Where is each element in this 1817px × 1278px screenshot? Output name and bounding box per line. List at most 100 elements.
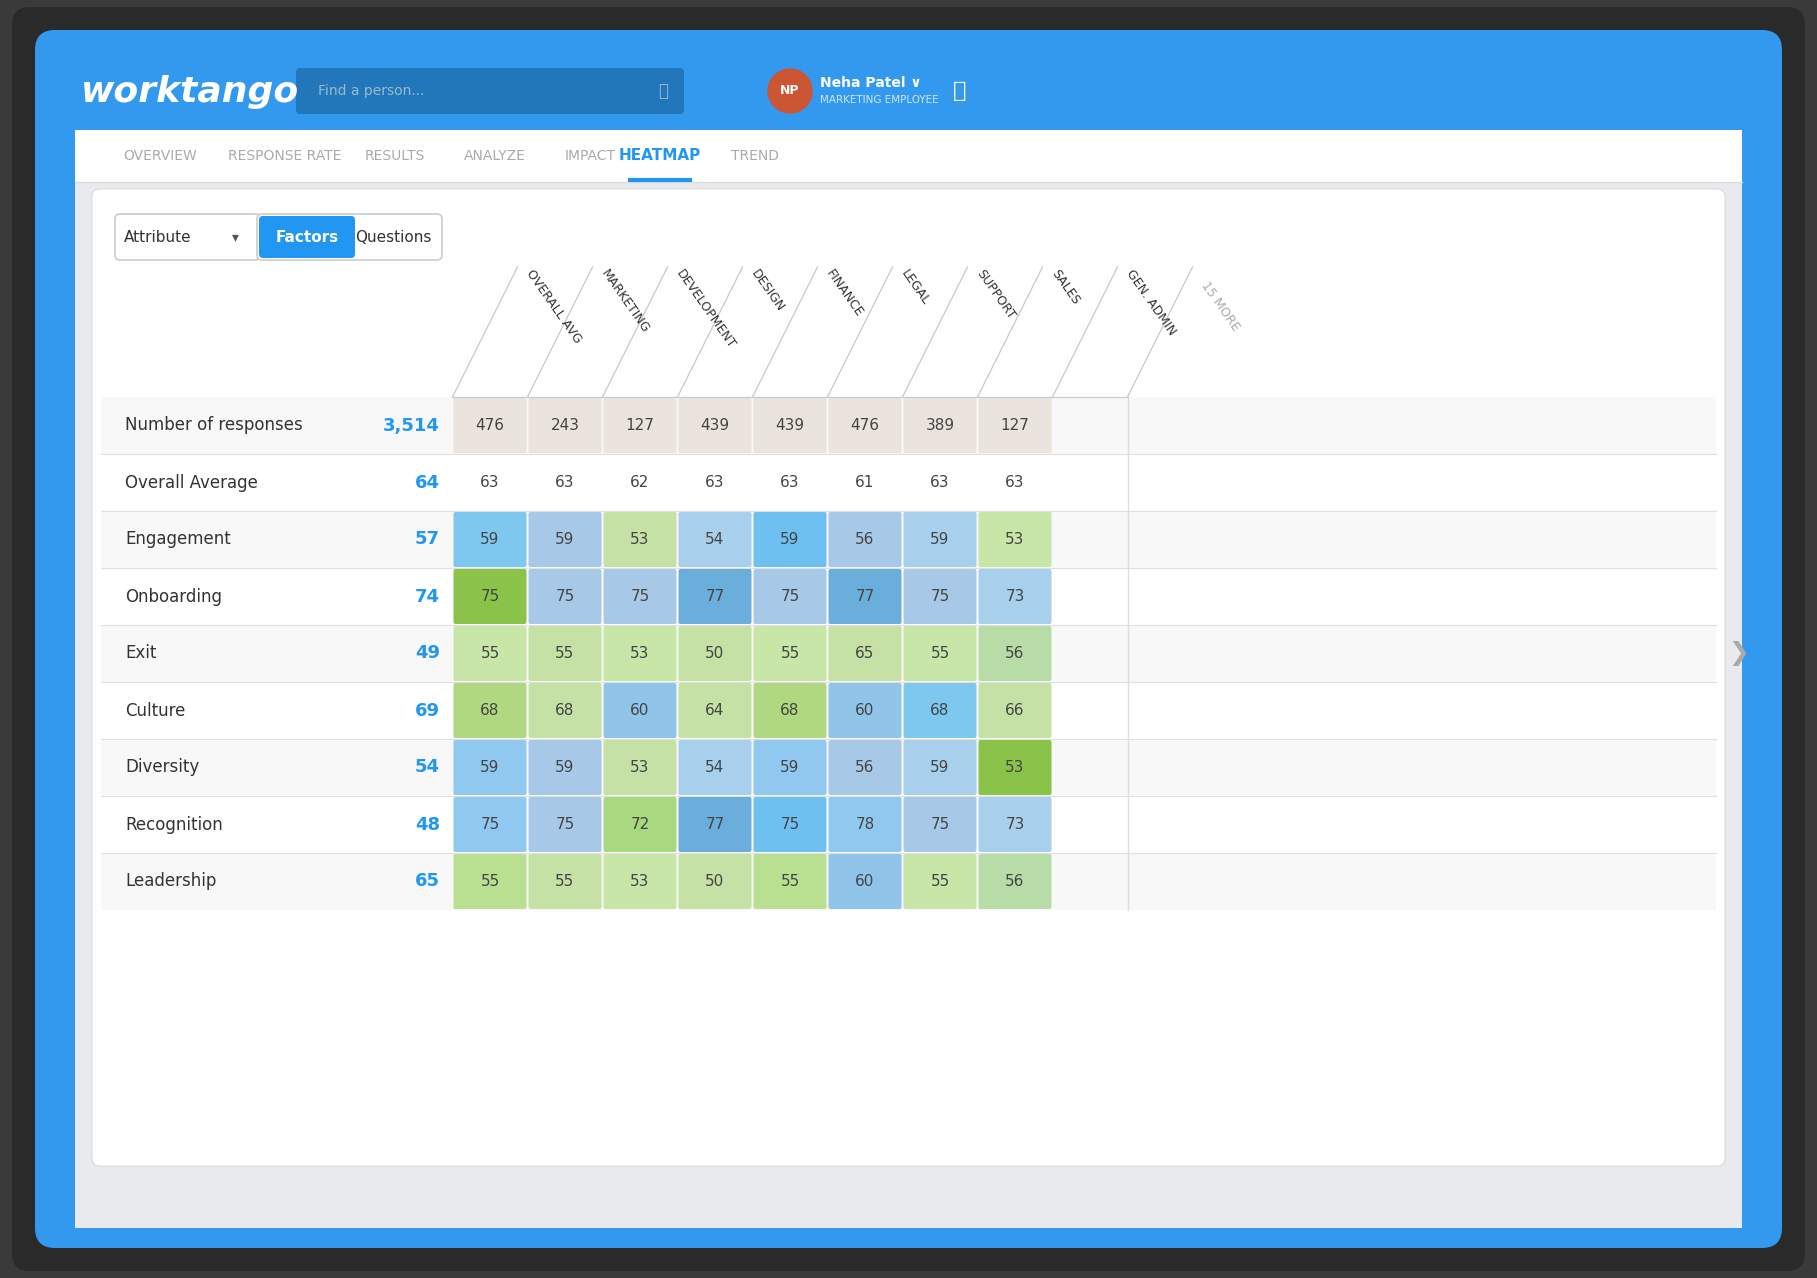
FancyBboxPatch shape <box>678 797 752 852</box>
Text: 55: 55 <box>480 874 500 889</box>
Text: 50: 50 <box>705 645 725 661</box>
Text: GEN. ADMIN: GEN. ADMIN <box>1123 267 1177 337</box>
Text: 64: 64 <box>705 703 725 718</box>
FancyBboxPatch shape <box>296 68 683 114</box>
Text: 75: 75 <box>630 589 650 604</box>
Text: FINANCE: FINANCE <box>823 267 865 320</box>
FancyBboxPatch shape <box>903 512 976 567</box>
Text: 68: 68 <box>930 703 950 718</box>
Text: 68: 68 <box>556 703 574 718</box>
Text: 57: 57 <box>414 530 440 548</box>
Text: HEATMAP: HEATMAP <box>620 148 701 164</box>
Text: 74: 74 <box>414 588 440 606</box>
Text: 3,514: 3,514 <box>383 417 440 435</box>
Text: 55: 55 <box>930 645 950 661</box>
Text: worktango: worktango <box>82 75 300 109</box>
Text: 59: 59 <box>480 760 500 774</box>
FancyBboxPatch shape <box>829 854 901 909</box>
FancyBboxPatch shape <box>903 682 976 737</box>
FancyBboxPatch shape <box>829 682 901 737</box>
FancyBboxPatch shape <box>678 626 752 681</box>
Text: 75: 75 <box>480 817 500 832</box>
FancyBboxPatch shape <box>529 397 601 452</box>
Text: 72: 72 <box>630 817 650 832</box>
FancyBboxPatch shape <box>678 682 752 737</box>
Text: Culture: Culture <box>125 702 185 720</box>
Text: Attribute: Attribute <box>124 230 193 244</box>
Text: Onboarding: Onboarding <box>125 588 222 606</box>
FancyBboxPatch shape <box>529 797 601 852</box>
Text: 439: 439 <box>776 418 805 433</box>
Text: 59: 59 <box>556 760 574 774</box>
FancyBboxPatch shape <box>979 569 1052 624</box>
Text: 73: 73 <box>1005 817 1025 832</box>
Text: 62: 62 <box>630 475 650 489</box>
Bar <box>74 130 1743 1228</box>
FancyBboxPatch shape <box>903 740 976 795</box>
Text: 63: 63 <box>779 475 799 489</box>
Text: 53: 53 <box>1005 532 1025 547</box>
Text: 66: 66 <box>1005 703 1025 718</box>
Text: 59: 59 <box>930 532 950 547</box>
FancyBboxPatch shape <box>603 626 676 681</box>
Bar <box>102 567 1715 625</box>
Text: 60: 60 <box>856 703 874 718</box>
Text: Engagement: Engagement <box>125 530 231 548</box>
Text: 55: 55 <box>480 645 500 661</box>
FancyBboxPatch shape <box>603 797 676 852</box>
Text: 75: 75 <box>556 817 574 832</box>
FancyBboxPatch shape <box>603 397 676 452</box>
FancyBboxPatch shape <box>35 29 1782 1249</box>
FancyBboxPatch shape <box>454 740 527 795</box>
Text: 75: 75 <box>480 589 500 604</box>
Text: 50: 50 <box>705 874 725 889</box>
Text: 69: 69 <box>414 702 440 720</box>
Text: 60: 60 <box>856 874 874 889</box>
Bar <box>102 682 1715 739</box>
Text: Recognition: Recognition <box>125 815 223 833</box>
FancyBboxPatch shape <box>754 797 827 852</box>
Text: SUPPORT: SUPPORT <box>974 267 1018 322</box>
FancyBboxPatch shape <box>754 569 827 624</box>
FancyBboxPatch shape <box>260 216 354 258</box>
Text: IMPACT: IMPACT <box>565 150 616 164</box>
FancyBboxPatch shape <box>979 854 1052 909</box>
Text: 64: 64 <box>414 474 440 492</box>
FancyBboxPatch shape <box>603 512 676 567</box>
Text: 54: 54 <box>705 532 725 547</box>
FancyBboxPatch shape <box>114 213 260 259</box>
FancyBboxPatch shape <box>13 6 1804 1272</box>
Text: MARKETING EMPLOYEE: MARKETING EMPLOYEE <box>819 95 939 105</box>
Text: 55: 55 <box>779 874 799 889</box>
Text: 61: 61 <box>856 475 874 489</box>
Text: 63: 63 <box>930 475 950 489</box>
Text: Neha Patel ∨: Neha Patel ∨ <box>819 75 921 89</box>
Text: 55: 55 <box>556 645 574 661</box>
Text: 55: 55 <box>779 645 799 661</box>
FancyBboxPatch shape <box>454 569 527 624</box>
FancyBboxPatch shape <box>829 740 901 795</box>
Text: 55: 55 <box>556 874 574 889</box>
Bar <box>74 130 1743 181</box>
FancyBboxPatch shape <box>829 397 901 452</box>
Text: 59: 59 <box>556 532 574 547</box>
FancyBboxPatch shape <box>454 626 527 681</box>
FancyBboxPatch shape <box>678 569 752 624</box>
Text: 389: 389 <box>925 418 954 433</box>
Text: Leadership: Leadership <box>125 873 216 891</box>
FancyBboxPatch shape <box>454 682 527 737</box>
Bar <box>102 852 1715 910</box>
Text: RESPONSE RATE: RESPONSE RATE <box>229 150 342 164</box>
FancyBboxPatch shape <box>603 740 676 795</box>
Text: Diversity: Diversity <box>125 759 200 777</box>
FancyBboxPatch shape <box>754 854 827 909</box>
Text: 78: 78 <box>856 817 874 832</box>
Text: 56: 56 <box>856 532 874 547</box>
FancyBboxPatch shape <box>529 740 601 795</box>
FancyBboxPatch shape <box>829 797 901 852</box>
FancyBboxPatch shape <box>454 512 527 567</box>
Bar <box>102 796 1715 852</box>
FancyBboxPatch shape <box>529 512 601 567</box>
Text: DEVELOPMENT: DEVELOPMENT <box>674 267 738 351</box>
FancyBboxPatch shape <box>903 797 976 852</box>
